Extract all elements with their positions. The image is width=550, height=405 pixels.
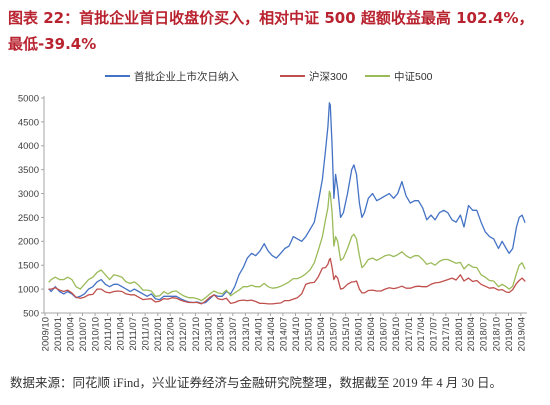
x-tick-label: 2017/01 (404, 317, 415, 351)
x-tick-label: 2010/10 (91, 317, 102, 351)
legend: 首批企业上市次日纳入 沪深300 中证500 (105, 70, 433, 83)
x-tick-label: 2012/07 (178, 317, 189, 351)
legend-item: 中证500 (365, 70, 433, 83)
series-layer (48, 102, 526, 305)
x-tick-label: 2015/10 (341, 317, 352, 351)
x-tick-label: 2015/04 (316, 317, 327, 351)
series-line-hs300 (48, 257, 526, 305)
y-tick-label: 1000 (18, 285, 39, 296)
chart-title: 图表 22：首批企业首日收盘价买入，相对中证 500 超额收益最高 102.4%… (8, 9, 534, 53)
y-tick-label: 4500 (18, 117, 39, 128)
legend-item: 首批企业上市次日纳入 (105, 70, 239, 83)
y-tick-label: 4000 (18, 141, 39, 152)
x-tick-label: 2011/10 (141, 317, 152, 351)
y-tick-label: 1500 (18, 261, 39, 272)
source-note: 数据来源：同花顺 iFind，兴业证券经济与金融研究院整理，数据截至 2019 … (10, 376, 503, 390)
x-tick-label: 2010/04 (65, 317, 76, 351)
line-chart: 首批企业上市次日纳入 沪深300 中证500 500 1000 1500 2000 2500… (18, 70, 527, 352)
x-tick-label: 2016/04 (366, 317, 377, 351)
x-tick-label: 2017/04 (416, 317, 427, 351)
x-tick-label: 2011/07 (128, 317, 139, 351)
x-tick-label: 2018/10 (491, 317, 502, 351)
x-tick-label: 2015/01 (304, 317, 315, 351)
y-tick-label: 500 (23, 308, 39, 319)
y-tick-label: 5000 (18, 93, 39, 104)
x-tick-label: 2016/10 (391, 317, 402, 351)
series-line-ipo-portfolio (48, 102, 526, 305)
series-line-csi500 (48, 190, 526, 302)
x-tick-label: 2014/07 (278, 317, 289, 351)
x-tick-label: 2013/10 (241, 317, 252, 351)
x-tick-label: 2011/01 (103, 317, 114, 351)
x-tick-label: 2017/10 (441, 317, 452, 351)
legend-label: 首批企业上市次日纳入 (134, 70, 239, 83)
legend-item: 沪深300 (280, 70, 348, 83)
x-tick-label: 2009/10 (40, 317, 51, 351)
x-tick-label: 2010/07 (78, 317, 89, 351)
x-tick-label: 2014/04 (266, 317, 277, 351)
x-tick-label: 2012/01 (153, 317, 164, 351)
y-tick-label: 2500 (18, 213, 39, 224)
axes: 500 1000 1500 2000 2500 3000 3500 4000 4500 5000 2… (18, 93, 527, 351)
x-tick-label: 2013/01 (203, 317, 214, 351)
x-tick-label: 2015/07 (328, 317, 339, 351)
x-tick-label: 2013/04 (216, 317, 227, 351)
x-tick-label: 2011/04 (115, 317, 126, 351)
y-tick-label: 3500 (18, 165, 39, 176)
x-tick-label: 2018/01 (454, 317, 465, 351)
x-tick-label: 2014/10 (291, 317, 302, 351)
x-tick-label: 2013/07 (228, 317, 239, 351)
y-tick-label: 3000 (18, 189, 39, 200)
x-tick-label: 2018/07 (479, 317, 490, 351)
x-tick-label: 2014/01 (253, 317, 264, 351)
legend-label: 沪深300 (309, 70, 348, 83)
x-tick-label: 2016/07 (379, 317, 390, 351)
x-tick-label: 2012/10 (191, 317, 202, 351)
x-tick-label: 2016/01 (354, 317, 365, 351)
x-tick-label: 2019/01 (504, 317, 515, 351)
x-tick-label: 2019/04 (516, 317, 527, 351)
y-tick-label: 2000 (18, 237, 39, 248)
x-tick-label: 2010/01 (53, 317, 64, 351)
x-tick-label: 2018/04 (466, 317, 477, 351)
legend-label: 中证500 (394, 70, 433, 83)
x-tick-label: 2017/07 (429, 317, 440, 351)
x-tick-label: 2012/04 (166, 317, 177, 351)
